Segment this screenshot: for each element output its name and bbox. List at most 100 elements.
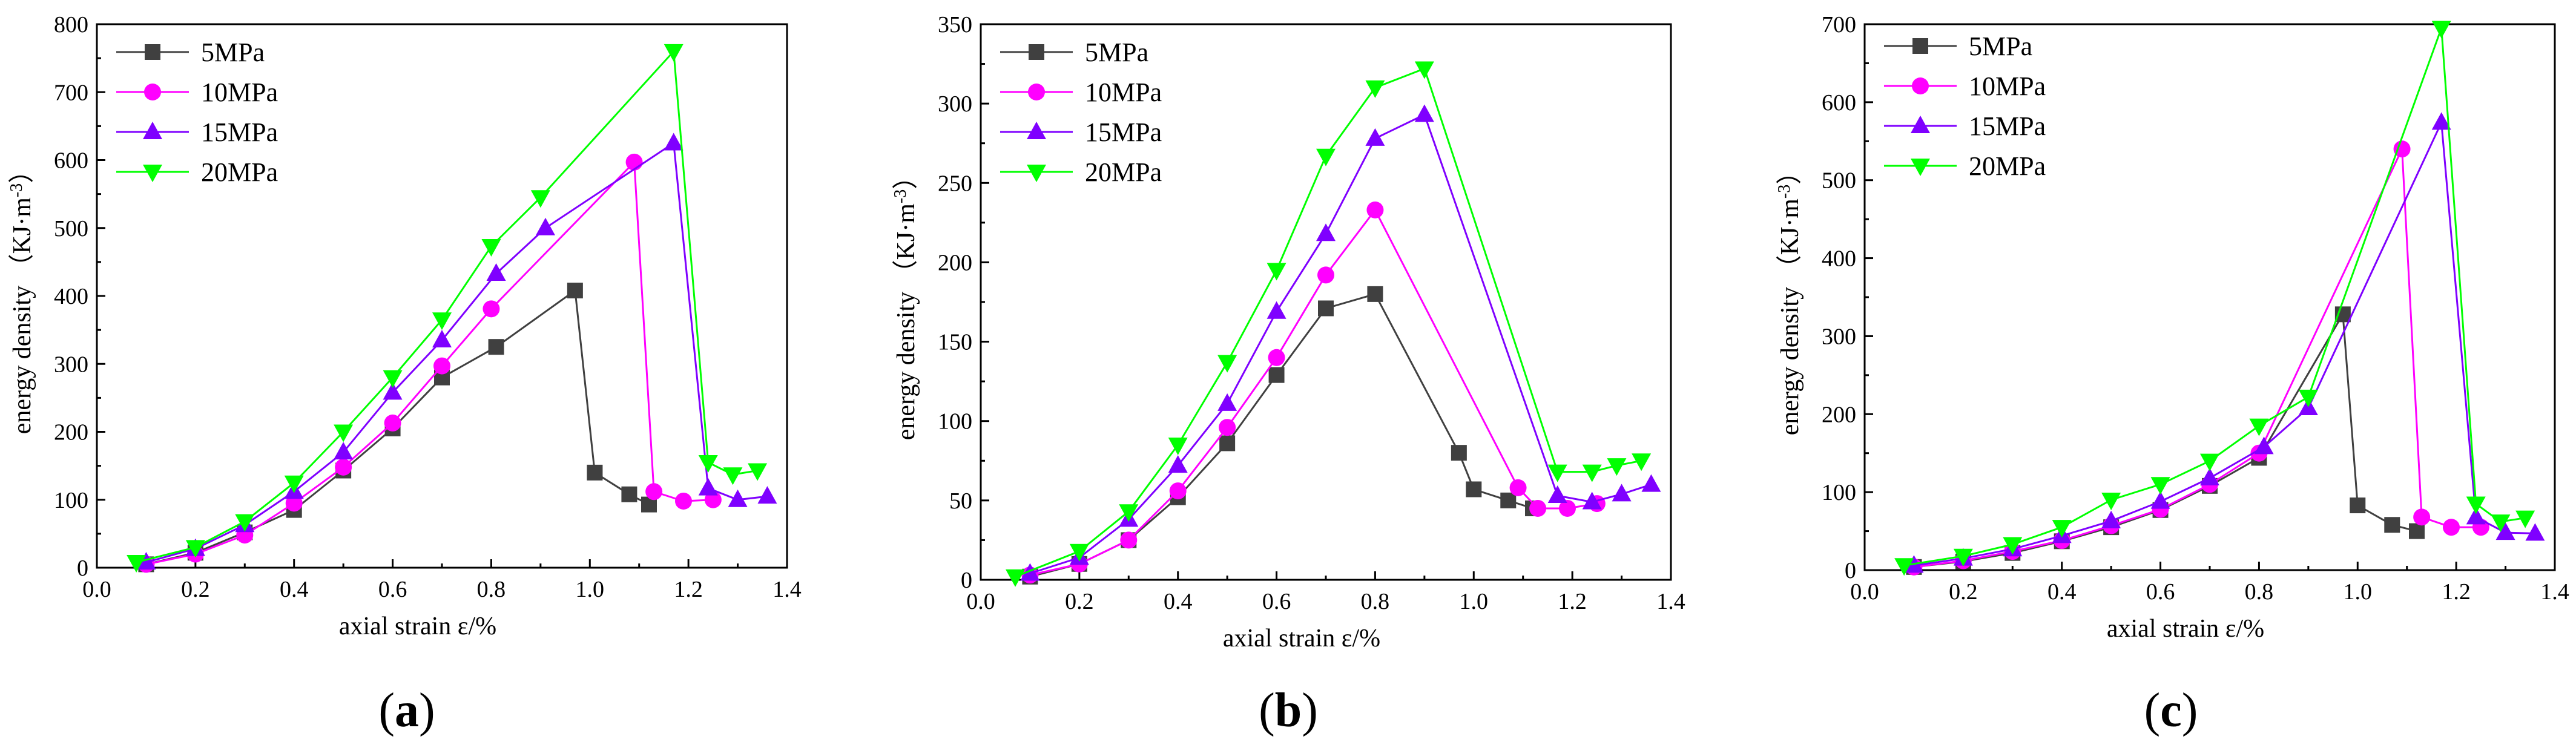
- y-tick-label: 50: [949, 488, 972, 514]
- legend-label: 10MPa: [1969, 71, 2046, 101]
- legend-item: 20MPa: [1884, 151, 2046, 181]
- data-point: [1582, 491, 1602, 510]
- data-point: [1414, 104, 1434, 122]
- x-tick-label: 0.6: [1262, 589, 1291, 614]
- y-tick-label: 350: [938, 12, 972, 38]
- data-point: [1414, 61, 1434, 79]
- data-point: [1365, 80, 1385, 98]
- data-point: [1006, 569, 1025, 587]
- y-tick-label: 300: [54, 352, 88, 377]
- series-20MPa: [1006, 61, 1652, 587]
- x-axis-label: axial strain ε/%: [2107, 615, 2264, 643]
- data-point: [284, 475, 304, 493]
- data-point: [285, 494, 303, 512]
- legend-item: 15MPa: [116, 117, 278, 147]
- legend-label: 15MPa: [1085, 117, 1162, 147]
- x-tick-label: 1.4: [1656, 589, 1685, 614]
- y-tick-label: 600: [1822, 90, 1856, 116]
- data-point: [1316, 223, 1336, 241]
- data-point: [488, 339, 504, 355]
- data-point: [1612, 484, 1632, 502]
- data-point: [235, 514, 255, 532]
- data-point: [2200, 453, 2219, 471]
- x-tick-label: 0.2: [1949, 579, 1978, 605]
- data-point: [2003, 537, 2023, 555]
- data-point: [1168, 438, 1188, 456]
- data-point: [335, 458, 352, 476]
- legend-label: 5MPa: [201, 38, 265, 67]
- data-point: [432, 312, 452, 330]
- data-point: [621, 486, 637, 502]
- series-5MPa: [1906, 306, 2425, 575]
- data-point: [1069, 543, 1089, 562]
- series-line: [146, 160, 713, 565]
- data-point: [1267, 301, 1286, 319]
- data-point: [587, 464, 603, 481]
- legend-item: 5MPa: [116, 38, 265, 67]
- legend-item: 5MPa: [1000, 38, 1148, 67]
- series-line: [1914, 148, 2481, 568]
- x-tick-label: 0.2: [1065, 589, 1094, 614]
- x-tick-label: 0.4: [280, 577, 309, 602]
- x-tick-label: 0.0: [1850, 579, 1879, 605]
- legend-marker: [1911, 159, 1930, 176]
- data-point: [2525, 523, 2545, 541]
- legend-item: 20MPa: [116, 157, 278, 187]
- y-axis-label-close: ）: [892, 164, 920, 189]
- data-point: [334, 424, 354, 442]
- data-point: [127, 555, 147, 573]
- y-tick-label: 300: [938, 91, 972, 117]
- panel-label-c: (c): [2144, 684, 2198, 737]
- data-point: [625, 153, 643, 171]
- y-tick-label: 0: [961, 568, 972, 593]
- series-line: [1030, 208, 1598, 576]
- legend-label: 5MPa: [1969, 31, 2032, 61]
- data-point: [1641, 474, 1661, 492]
- x-tick-label: 0.6: [2146, 579, 2175, 605]
- data-point: [2466, 507, 2486, 525]
- y-axis-label-close: ）: [8, 158, 36, 183]
- data-point: [486, 263, 506, 281]
- legend-item: 15MPa: [1884, 111, 2046, 141]
- legend-item: 10MPa: [116, 77, 278, 107]
- data-point: [1020, 563, 1040, 581]
- data-point: [1217, 393, 1237, 411]
- x-tick-label: 0.0: [82, 577, 111, 602]
- data-point: [1559, 499, 1576, 517]
- data-point: [1547, 485, 1567, 503]
- data-point: [1119, 504, 1139, 522]
- y-tick-label: 150: [938, 330, 972, 355]
- panel-label-b: (b): [1259, 684, 1318, 737]
- data-point: [1632, 453, 1652, 471]
- data-point: [2515, 510, 2535, 528]
- legend-label: 10MPa: [1085, 77, 1162, 107]
- legend-label: 20MPa: [1969, 151, 2046, 181]
- legend-marker: [143, 122, 162, 139]
- x-tick-label: 1.0: [576, 577, 605, 602]
- data-point: [2384, 517, 2400, 533]
- data-point: [2466, 496, 2486, 514]
- legend-marker: [1912, 77, 1929, 94]
- data-point: [2431, 21, 2451, 39]
- y-tick-label: 100: [938, 409, 972, 435]
- data-point: [1317, 266, 1334, 284]
- y-axis-label-main: energy density （KJ·m: [892, 203, 920, 440]
- panel-label-a: (a): [378, 684, 435, 737]
- data-point: [1953, 548, 1973, 566]
- y-tick-label: 400: [1822, 246, 1856, 272]
- y-axis-label: energy density （KJ·m-3）: [891, 164, 920, 441]
- legend-marker: [144, 84, 161, 100]
- y-axis-label-main: energy density （KJ·m: [8, 197, 36, 434]
- data-point: [567, 283, 583, 299]
- data-point: [728, 489, 748, 507]
- data-point: [536, 217, 555, 235]
- data-point: [1267, 263, 1286, 281]
- data-point: [1451, 445, 1467, 461]
- series-10MPa: [1021, 201, 1606, 584]
- data-point: [1367, 286, 1383, 302]
- y-axis-label-superscript: -3: [7, 183, 26, 197]
- x-axis-label: axial strain ε/%: [339, 612, 496, 640]
- data-point: [2413, 508, 2431, 526]
- legend-item: 20MPa: [1000, 157, 1162, 187]
- legend-label: 15MPa: [1969, 111, 2046, 141]
